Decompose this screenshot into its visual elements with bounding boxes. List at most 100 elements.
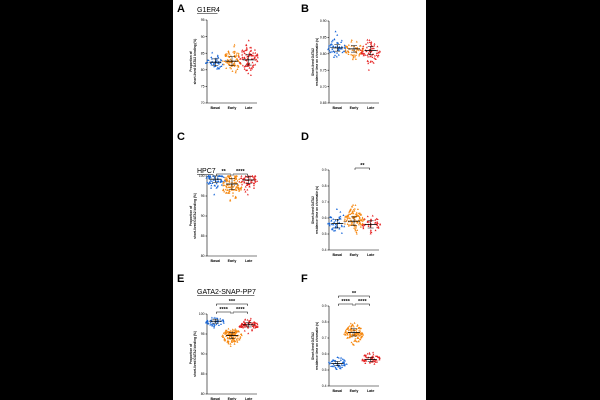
data-point [228, 191, 231, 194]
data-point [249, 180, 252, 183]
y-tick-label: 0.5 [322, 368, 327, 372]
data-point [358, 218, 361, 221]
data-point [348, 336, 351, 339]
data-point [210, 186, 213, 189]
data-point [234, 175, 237, 177]
data-point [352, 212, 355, 215]
data-point [238, 188, 241, 191]
data-point [229, 345, 232, 347]
data-point [240, 326, 243, 328]
data-point [225, 176, 228, 179]
data-point [347, 50, 350, 53]
data-point [217, 175, 220, 177]
data-point [245, 49, 248, 51]
data-point [237, 64, 240, 67]
data-point [375, 54, 378, 56]
data-point [251, 328, 254, 331]
y-tick-label: 85 [201, 51, 205, 55]
data-point [339, 367, 342, 370]
data-point [369, 232, 372, 235]
data-point [359, 331, 362, 334]
x-tick-label: Early [228, 397, 237, 400]
data-point [377, 51, 380, 54]
data-point [367, 62, 370, 65]
data-point [214, 316, 217, 319]
data-point [337, 365, 340, 368]
data-point [251, 329, 254, 332]
data-point [237, 60, 240, 63]
data-point [240, 334, 243, 337]
data-point [358, 217, 361, 220]
data-point [358, 221, 361, 223]
data-point [361, 335, 364, 338]
data-point [216, 55, 219, 58]
data-point [346, 333, 349, 336]
data-point [234, 332, 237, 335]
data-point [228, 56, 231, 59]
data-point [350, 219, 353, 222]
data-point [362, 223, 365, 226]
data-point [376, 45, 379, 48]
data-point [236, 179, 239, 182]
data-point [365, 50, 368, 52]
data-point [353, 226, 356, 229]
data-point [234, 56, 237, 58]
data-point [223, 60, 226, 63]
y-axis-label: Proportion of [189, 205, 193, 226]
significance-bracket [232, 311, 248, 314]
data-point [246, 176, 249, 178]
data-point [232, 185, 235, 188]
significance-label: **** [219, 307, 228, 313]
y-tick-label: 0.6 [322, 216, 327, 220]
y-tick-label: 80 [201, 254, 205, 258]
data-point [211, 182, 214, 185]
data-point [211, 51, 214, 54]
data-point [209, 321, 212, 324]
data-point [229, 332, 232, 335]
data-point [222, 321, 225, 324]
data-point [361, 219, 364, 222]
data-point [252, 66, 255, 68]
data-point [234, 336, 237, 339]
data-point [243, 49, 246, 52]
data-point [361, 47, 364, 50]
data-point [226, 178, 229, 181]
data-point [248, 51, 251, 54]
data-point [334, 367, 337, 370]
data-point [240, 180, 243, 183]
data-point [334, 223, 337, 226]
data-point [221, 318, 224, 321]
data-point [370, 40, 373, 43]
significance-label: **** [341, 299, 350, 305]
significance-label: **** [358, 299, 367, 305]
data-point [340, 363, 343, 366]
data-point [374, 360, 377, 363]
data-point [211, 322, 214, 325]
data-point [209, 175, 212, 177]
data-point [362, 45, 365, 48]
data-point [228, 180, 231, 183]
data-point [241, 178, 244, 180]
data-point [206, 181, 209, 184]
data-point [240, 323, 243, 325]
data-point [217, 180, 220, 183]
data-point [347, 325, 350, 328]
data-point [254, 54, 257, 57]
data-point [356, 336, 359, 338]
data-point [230, 176, 233, 179]
data-point [246, 55, 249, 58]
data-point [330, 227, 333, 230]
panel-title: G1ER4 [197, 7, 220, 14]
data-point [251, 54, 254, 57]
data-point [370, 42, 373, 45]
data-point [376, 49, 379, 52]
significance-label: ** [360, 163, 365, 169]
data-point [236, 68, 239, 70]
data-point [376, 55, 379, 58]
data-point [253, 175, 256, 178]
y-tick-label: 0.70 [320, 85, 327, 89]
data-point [333, 359, 336, 362]
data-point [246, 184, 249, 186]
y-axis-label: residence time on chromatin (s) [315, 186, 319, 234]
data-point [365, 43, 368, 45]
